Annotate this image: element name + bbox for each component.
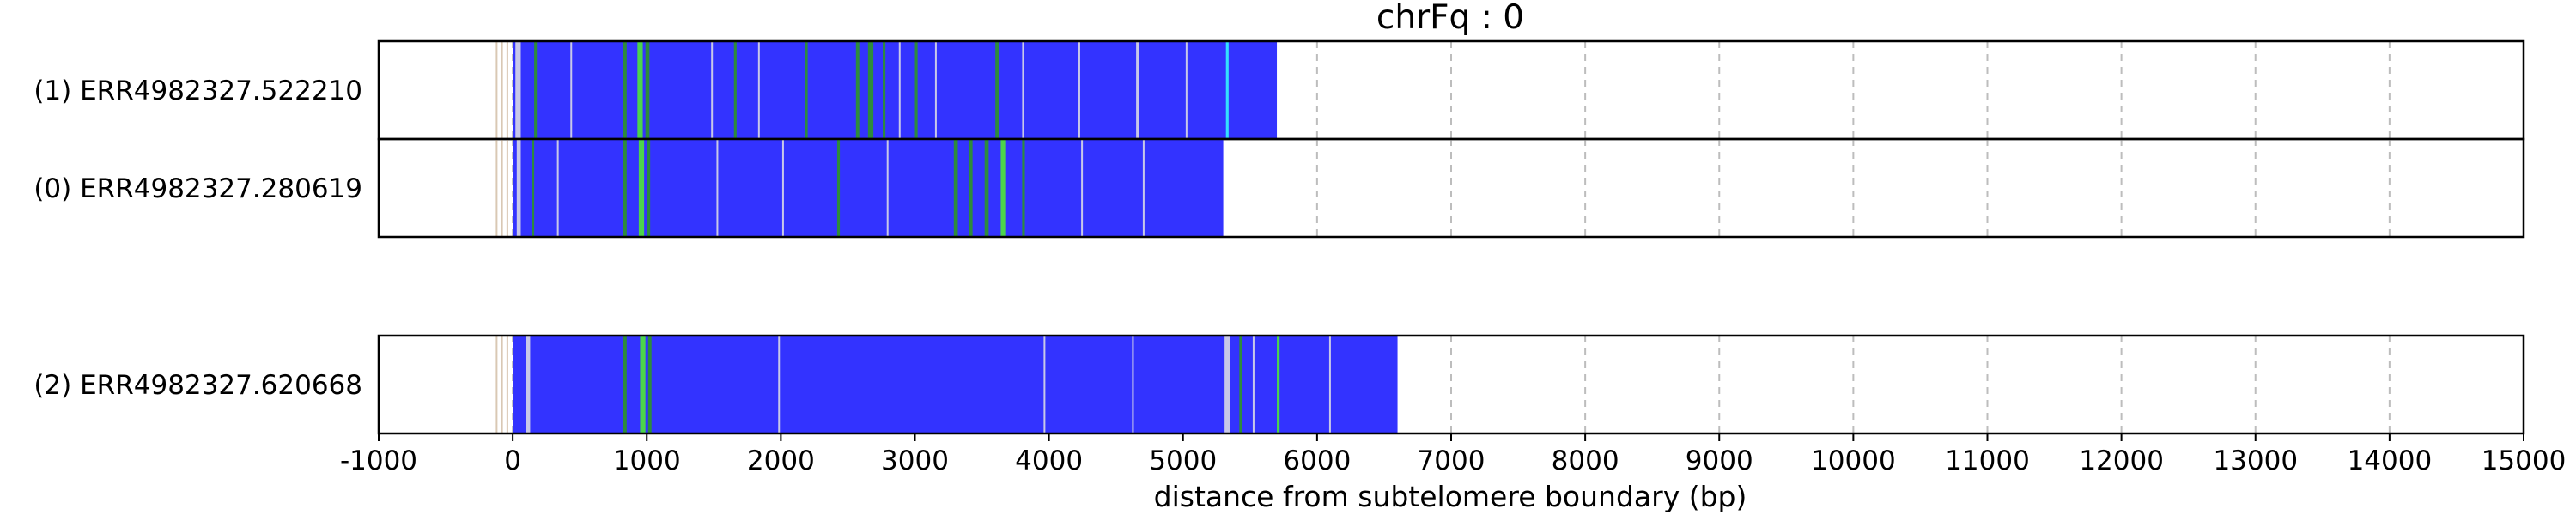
feature-stripe: [531, 139, 535, 237]
feature-stripe: [638, 139, 645, 237]
feature-stripe: [516, 139, 521, 237]
feature-stripe: [1142, 139, 1145, 237]
feature-stripe: [1185, 41, 1188, 139]
read-label: (0) ERR4982327.280619: [33, 173, 362, 204]
x-tick-label: 10000: [1811, 445, 1896, 476]
feature-stripe: [515, 41, 521, 139]
feature-stripe: [1239, 336, 1242, 433]
read-row: (2) ERR4982327.620668: [33, 334, 2525, 435]
x-tick-label: 9000: [1686, 445, 1753, 476]
feature-stripe: [914, 41, 918, 139]
x-tick-label: 5000: [1149, 445, 1217, 476]
x-tick-label: 3000: [881, 445, 949, 476]
feature-stripe: [1328, 336, 1331, 433]
x-tick-label: 0: [504, 445, 521, 476]
feature-stripe: [1224, 336, 1230, 433]
feature-stripe: [984, 139, 989, 237]
feature-stripe: [733, 41, 737, 139]
feature-stripe: [855, 41, 860, 139]
x-tick-label: 15000: [2482, 445, 2567, 476]
panel-frame: [377, 137, 2525, 239]
feature-stripe: [995, 41, 999, 139]
feature-stripe: [623, 139, 627, 237]
feature-stripe: [526, 336, 531, 433]
x-axis-label: distance from subtelomere boundary (bp): [1154, 480, 1747, 513]
feature-stripe: [953, 139, 958, 237]
feature-stripe: [716, 139, 719, 237]
feature-stripe: [1252, 336, 1255, 433]
x-tick-label: 12000: [2079, 445, 2164, 476]
feature-stripe: [757, 41, 760, 139]
feature-stripe: [1000, 139, 1006, 237]
feature-stripe: [1132, 336, 1134, 433]
x-axis: -1000 0 1000 2000 3000 4000 5000 6000 7000 8000 90…: [340, 433, 2566, 476]
x-tick-label: 2000: [747, 445, 815, 476]
read-bar: [513, 139, 1224, 237]
x-tick-label: 1000: [613, 445, 681, 476]
x-tick-label: 7000: [1418, 445, 1485, 476]
feature-stripe: [1022, 41, 1024, 139]
feature-stripe: [867, 41, 874, 139]
feature-stripe: [637, 41, 643, 139]
feature-stripe: [898, 41, 901, 139]
feature-stripe: [647, 139, 651, 237]
feature-stripe: [934, 41, 937, 139]
feature-stripe: [1277, 336, 1280, 433]
read-label: (2) ERR4982327.620668: [33, 370, 362, 401]
feature-stripe: [805, 41, 808, 139]
feature-stripe: [1081, 139, 1084, 237]
read-row: (1) ERR4982327.522210: [33, 39, 2525, 141]
feature-stripe: [883, 41, 886, 139]
x-tick-label: 14000: [2348, 445, 2433, 476]
feature-stripe: [1022, 139, 1025, 237]
feature-stripe: [647, 336, 652, 433]
feature-stripe: [640, 336, 646, 433]
feature-stripe: [968, 139, 973, 237]
x-tick-label: -1000: [340, 445, 417, 476]
panels: (1) ERR4982327.522210 (0) ERR4982327.2806…: [33, 39, 2525, 435]
x-tick-label: 13000: [2213, 445, 2298, 476]
feature-stripe: [711, 41, 714, 139]
feature-stripe: [570, 41, 573, 139]
feature-stripe: [645, 41, 650, 139]
feature-stripe: [886, 139, 889, 237]
feature-stripe: [1043, 336, 1046, 433]
feature-stripe: [1225, 41, 1229, 139]
feature-stripe: [534, 41, 538, 139]
feature-stripe: [623, 41, 627, 139]
feature-stripe: [623, 336, 627, 433]
x-tick-label: 11000: [1945, 445, 2030, 476]
read-bar: [513, 336, 1398, 433]
read-bar: [513, 41, 1278, 139]
x-tick-label: 4000: [1015, 445, 1083, 476]
x-tick-label: 6000: [1283, 445, 1351, 476]
read-label: (1) ERR4982327.522210: [33, 76, 362, 106]
feature-stripe: [781, 139, 784, 237]
feature-stripe: [836, 139, 841, 237]
feature-stripe: [1136, 41, 1139, 139]
feature-stripe: [1078, 41, 1080, 139]
feature-stripe: [556, 139, 559, 237]
x-tick-label: 8000: [1552, 445, 1619, 476]
chart-title: chrFq : 0: [1376, 0, 1524, 37]
feature-stripe: [778, 336, 781, 433]
read-row: (0) ERR4982327.280619: [33, 137, 2525, 239]
